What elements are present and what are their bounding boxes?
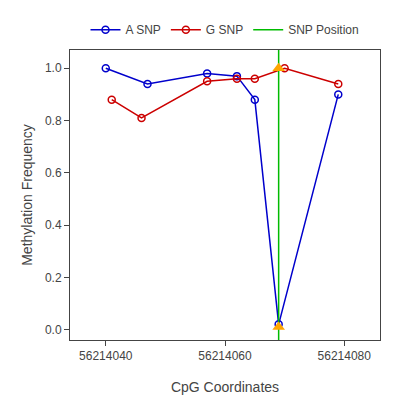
svg-text:0.8: 0.8 — [45, 114, 62, 128]
svg-text:56214080: 56214080 — [318, 349, 372, 363]
svg-text:0.6: 0.6 — [45, 166, 62, 180]
svg-text:56214040: 56214040 — [79, 349, 133, 363]
svg-text:A SNP: A SNP — [126, 23, 161, 37]
svg-text:CpG Coordinates: CpG Coordinates — [171, 379, 279, 395]
svg-text:0.4: 0.4 — [45, 218, 62, 232]
svg-text:56214060: 56214060 — [198, 349, 252, 363]
svg-text:0.2: 0.2 — [45, 271, 62, 285]
svg-text:1.0: 1.0 — [45, 61, 62, 75]
svg-text:0.0: 0.0 — [45, 323, 62, 337]
svg-text:G SNP: G SNP — [206, 23, 243, 37]
svg-text:Methylation Frequency: Methylation Frequency — [19, 124, 35, 266]
svg-text:SNP Position: SNP Position — [288, 23, 358, 37]
